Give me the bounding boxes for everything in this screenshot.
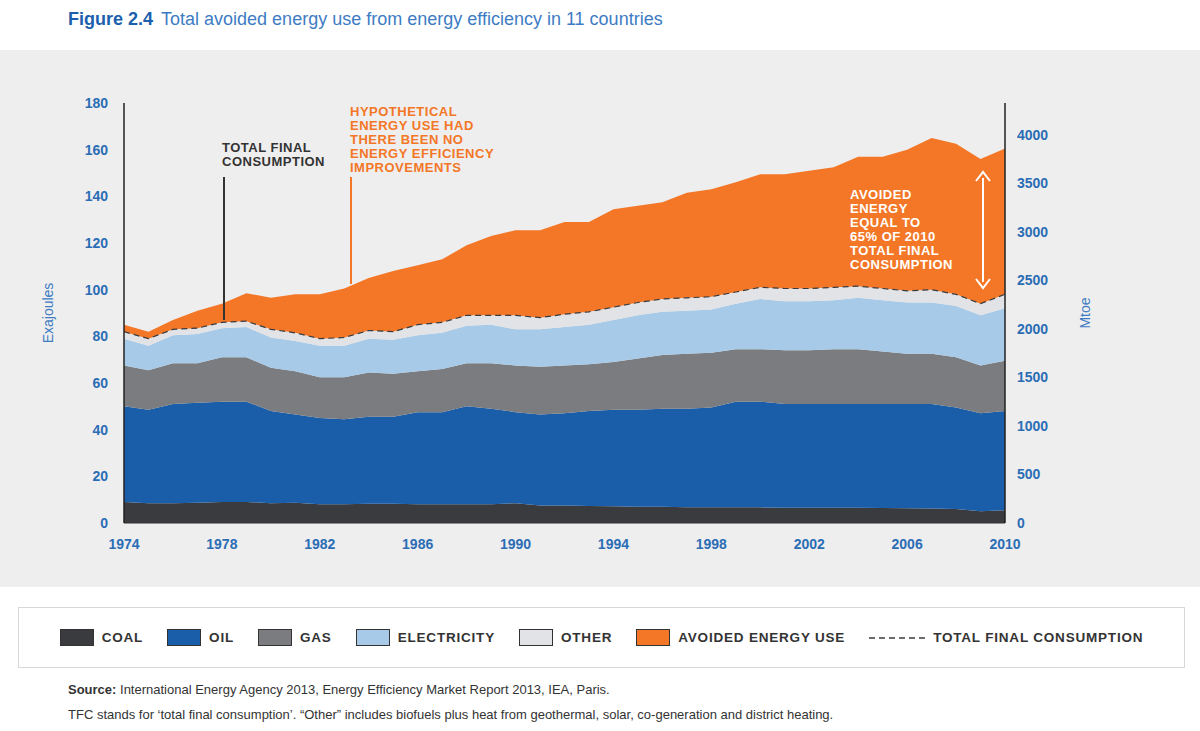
svg-text:1978: 1978 — [206, 536, 237, 552]
html-text:GAS: GAS — [300, 630, 332, 645]
html-text:HYPOTHETICAL ENERGY USE HAD TH: HYPOTHETICAL ENERGY USE HAD THERE BEEN N… — [350, 104, 494, 175]
svg-text:3000: 3000 — [1017, 224, 1048, 240]
html-text:TOTAL FINAL CONSUMPTION: TOTAL FINAL CONSUMPTION — [222, 140, 325, 169]
svg-text:180: 180 — [85, 95, 109, 111]
svg-text:2000: 2000 — [1017, 321, 1048, 337]
svg-text:4000: 4000 — [1017, 127, 1048, 143]
svg-text:100: 100 — [85, 282, 109, 298]
html-text:COAL: COAL — [101, 630, 144, 645]
svg-text:1500: 1500 — [1017, 369, 1048, 385]
html-text:OIL: OIL — [209, 630, 234, 645]
svg-text:1994: 1994 — [598, 536, 629, 552]
svg-text:160: 160 — [85, 142, 109, 158]
html-text:Total avoided energy use from: Total avoided energy use from energy eff… — [161, 9, 663, 29]
svg-text:500: 500 — [1017, 466, 1041, 482]
html-text:AVOIDED ENERGY EQUAL TO 65% OF: AVOIDED ENERGY EQUAL TO 65% OF 2010 TOTA… — [850, 187, 953, 272]
svg-text:3500: 3500 — [1017, 175, 1048, 191]
svg-text:1998: 1998 — [696, 536, 727, 552]
svg-text:1982: 1982 — [304, 536, 335, 552]
svg-text:1974: 1974 — [108, 536, 139, 552]
svg-text:2500: 2500 — [1017, 272, 1048, 288]
svg-text:140: 140 — [85, 188, 109, 204]
svg-text:1990: 1990 — [500, 536, 531, 552]
svg-text:0: 0 — [100, 515, 108, 531]
html-text:Mtoe: Mtoe — [1077, 297, 1093, 329]
svg-text:80: 80 — [92, 328, 108, 344]
svg-text:1000: 1000 — [1017, 418, 1048, 434]
svg-text:20: 20 — [92, 468, 108, 484]
svg-text:60: 60 — [92, 375, 108, 391]
html-text:Exajoules: Exajoules — [40, 282, 56, 344]
html-text:AVOIDED ENERGY USE: AVOIDED ENERGY USE — [678, 630, 846, 645]
svg-text:2002: 2002 — [794, 536, 825, 552]
html-text:Source: International Energy A: Source: International Energy Agency 2013… — [68, 682, 610, 697]
svg-text:120: 120 — [85, 235, 109, 251]
svg-text:1986: 1986 — [402, 536, 433, 552]
html-text:TFC stands for ‘total final co: TFC stands for ‘total final consumption’… — [68, 707, 834, 722]
html-text:TOTAL FINAL CONSUMPTION: TOTAL FINAL CONSUMPTION — [933, 630, 1144, 645]
html-text:ELECTRICITY: ELECTRICITY — [397, 630, 495, 645]
html-text:Figure 2.4: Figure 2.4 — [68, 9, 153, 29]
svg-text:0: 0 — [1017, 515, 1025, 531]
svg-text:2006: 2006 — [892, 536, 923, 552]
svg-text:40: 40 — [92, 422, 108, 438]
svg-text:2010: 2010 — [989, 536, 1020, 552]
html-text:OTHER: OTHER — [561, 630, 613, 645]
